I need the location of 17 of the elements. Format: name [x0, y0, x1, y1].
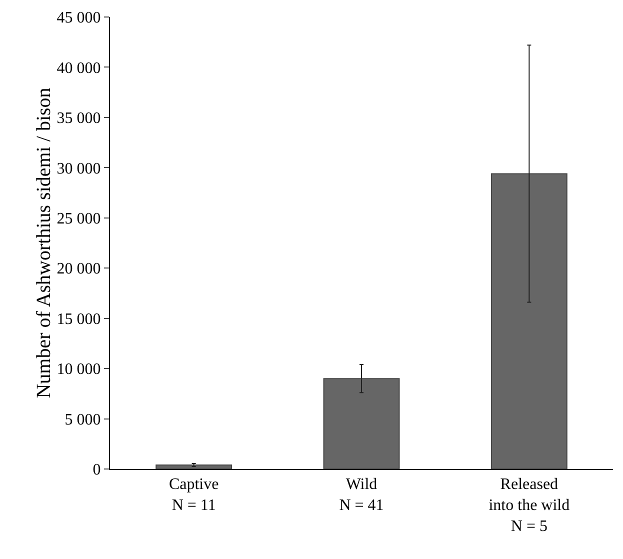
x-tick-label: Released into the wild N = 5	[488, 476, 570, 535]
bar	[490, 173, 568, 469]
x-tick-label: Wild N = 41	[339, 476, 384, 514]
y-tick-label: 35 000	[56, 110, 101, 128]
y-tick-label: 40 000	[56, 60, 101, 77]
y-tick-label: 25 000	[56, 210, 101, 228]
x-tick-label: Captive N = 11	[168, 476, 219, 514]
y-tick-label: 10 000	[56, 361, 101, 378]
y-axis-title: Number of Ashworthius sidemi / bison	[32, 88, 55, 398]
y-tick-label: 20 000	[56, 260, 101, 278]
y-tick-label: 0	[92, 462, 101, 479]
y-tick-label: 45 000	[56, 10, 101, 27]
y-tick-label: 30 000	[56, 160, 101, 178]
bar	[323, 378, 400, 469]
y-tick-label: 15 000	[56, 310, 101, 328]
bar	[156, 464, 232, 469]
y-tick-label: 5 000	[64, 411, 101, 428]
